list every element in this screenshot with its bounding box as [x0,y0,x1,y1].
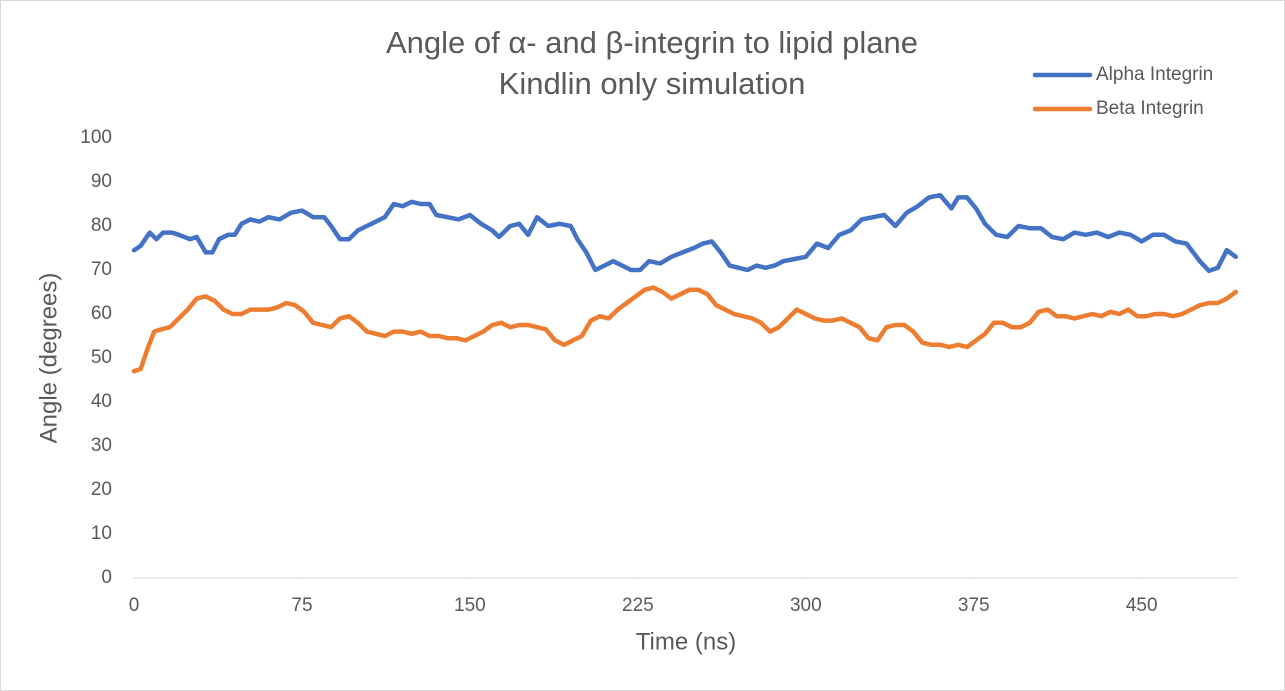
legend-label: Beta Integrin [1096,98,1204,119]
legend-label: Alpha Integrin [1096,64,1213,85]
y-tick-label: 50 [91,347,112,368]
y-tick-label: 20 [91,479,112,500]
x-tick-label: 225 [622,595,654,616]
x-tick-label: 450 [1126,595,1158,616]
series-line [131,192,1239,274]
y-tick-label: 40 [91,391,112,412]
y-tick-label: 90 [91,171,112,192]
y-tick-label: 100 [80,127,112,148]
y-tick-label: 70 [91,259,112,280]
x-tick-label: 150 [454,595,486,616]
x-axis-title: Time (ns) [636,628,736,655]
chart-subtitle: Kindlin only simulation [499,66,806,101]
series-line [131,285,1239,374]
x-tick-label: 375 [958,595,990,616]
y-tick-label: 30 [91,435,112,456]
y-tick-label: 0 [101,567,112,588]
x-tick-label: 300 [790,595,822,616]
y-tick-label: 80 [91,215,112,236]
y-axis-title: Angle (degrees) [35,273,62,444]
y-tick-label: 60 [91,303,112,324]
y-tick-label: 10 [91,523,112,544]
x-tick-label: 75 [291,595,312,616]
chart-title: Angle of α- and β-integrin to lipid plan… [386,25,918,60]
x-tick-label: 0 [129,595,140,616]
